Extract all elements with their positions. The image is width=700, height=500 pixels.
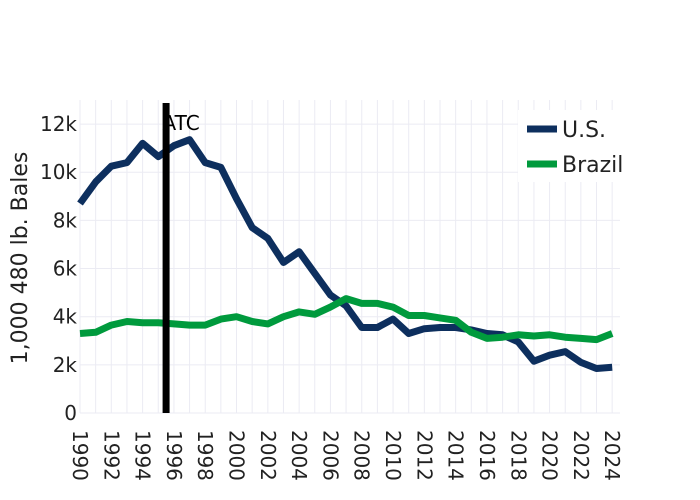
x-tick-label: 2020 — [538, 430, 562, 481]
x-tick-label: 2024 — [600, 430, 624, 481]
annotation-layer: ATC — [163, 103, 200, 413]
x-tick-label: 2016 — [475, 430, 499, 481]
x-tick-label: 1994 — [131, 430, 155, 481]
y-tick-label: 12k — [40, 112, 77, 136]
legend-item-us[interactable]: U.S. — [527, 118, 606, 143]
x-tick-label: 1990 — [68, 430, 92, 481]
x-tick-label: 2006 — [318, 430, 342, 481]
x-tick-label: 2022 — [569, 430, 593, 481]
y-axis: 0 2k 4k 6k 8k 10k 12k — [40, 112, 77, 425]
atc-label: ATC — [163, 111, 200, 135]
x-tick-label: 2002 — [256, 430, 280, 481]
y-tick-label: 6k — [53, 257, 78, 281]
legend-label: U.S. — [562, 118, 606, 143]
x-tick-label: 2010 — [381, 430, 405, 481]
x-axis: 1990 1992 1994 1996 1998 2000 2002 2004 2006 2008… — [68, 430, 624, 481]
legend[interactable]: U.S. Brazil — [518, 110, 630, 182]
x-tick-label: 2018 — [506, 430, 530, 481]
y-tick-label: 4k — [53, 305, 78, 329]
legend-background — [518, 110, 630, 182]
x-tick-label: 1992 — [99, 430, 123, 481]
y-tick-label: 0 — [64, 401, 77, 425]
y-tick-label: 10k — [40, 160, 77, 184]
x-tick-label: 2012 — [412, 430, 436, 481]
x-tick-label: 1998 — [193, 430, 217, 481]
y-tick-label: 8k — [53, 208, 78, 232]
x-tick-label: 2004 — [287, 430, 311, 481]
x-tick-label: 2000 — [225, 430, 249, 481]
y-axis-title: 1,000 480 lb. Bales — [8, 152, 33, 365]
legend-label: Brazil — [562, 153, 623, 178]
x-tick-label: 1996 — [162, 430, 186, 481]
x-tick-label: 2008 — [350, 430, 374, 481]
legend-item-brazil[interactable]: Brazil — [527, 153, 623, 178]
y-tick-label: 2k — [53, 353, 78, 377]
x-tick-label: 2014 — [444, 430, 468, 481]
